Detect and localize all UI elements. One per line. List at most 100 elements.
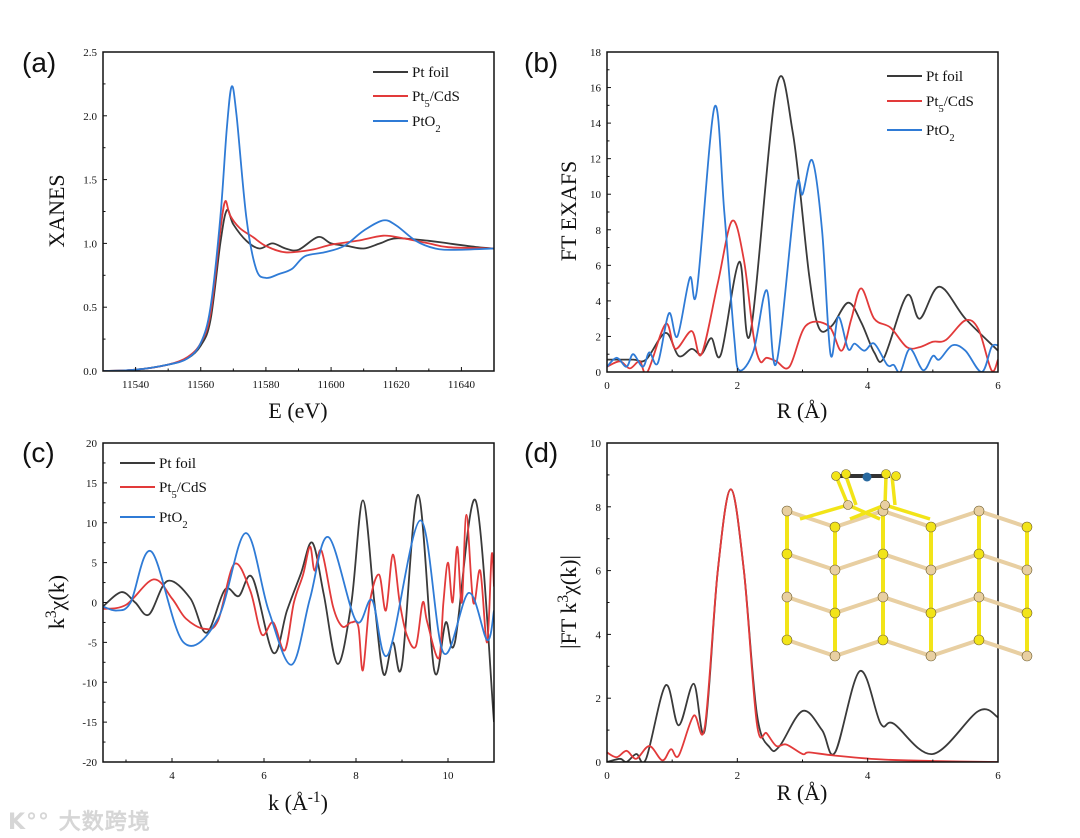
bond <box>890 475 897 506</box>
x-tick-label: 6 <box>261 770 267 782</box>
x-tick-label: 11540 <box>122 379 150 391</box>
bond <box>786 638 836 658</box>
bond <box>786 595 836 615</box>
text-segment: 2 <box>182 520 187 531</box>
y-tick-label: -10 <box>82 677 97 689</box>
atom <box>973 548 985 560</box>
text-segment: 3 <box>555 595 572 603</box>
atom <box>973 634 985 646</box>
y-tick-label: 1.0 <box>83 238 97 250</box>
text-segment: Pt foil <box>926 69 963 85</box>
x-axis-label: E (eV) <box>268 398 327 423</box>
text-segment: Pt <box>926 94 939 110</box>
atom <box>925 521 937 533</box>
y-tick-label: 8 <box>596 225 602 237</box>
text-segment: 3 <box>43 610 60 618</box>
bond <box>884 503 931 521</box>
text-segment: 2 <box>435 124 440 135</box>
atom <box>925 607 937 619</box>
y-tick-label: -15 <box>82 717 97 729</box>
bond <box>786 509 836 529</box>
text-segment: Pt foil <box>159 456 196 472</box>
series-line-pt5-cds <box>103 200 494 371</box>
y-tick-label: 6 <box>596 260 602 272</box>
text-segment: XANES <box>44 174 69 247</box>
y-tick-label: 2 <box>596 331 602 343</box>
atom <box>925 650 937 662</box>
atom <box>1021 564 1033 576</box>
legend-label: Pt5/CdS <box>159 480 207 501</box>
text-segment: χ(k)| <box>556 555 581 596</box>
y-tick-label: 6 <box>596 566 602 578</box>
series-line-pt-foil <box>103 208 494 371</box>
atom <box>781 591 793 603</box>
bond <box>978 509 1028 529</box>
x-tick-label: 0 <box>604 380 610 392</box>
bond <box>882 552 932 572</box>
y-tick-label: -5 <box>88 637 98 649</box>
y-tick-label: 14 <box>590 118 602 130</box>
legend: Pt foil Pt5/CdS PtO2 <box>120 456 207 531</box>
bond <box>834 595 884 615</box>
series-line-pto2 <box>103 519 494 666</box>
bond <box>882 638 932 658</box>
x-tick-label: 11640 <box>448 379 476 391</box>
text-segment: /CdS <box>944 94 974 110</box>
series-line-pt5-cds <box>103 513 494 672</box>
text-segment: k (Å <box>268 790 308 815</box>
text-segment: /CdS <box>177 480 207 496</box>
y-axis-label: |FT k3χ(k)| <box>555 555 582 649</box>
bond <box>834 509 884 529</box>
bond <box>930 638 980 658</box>
text-segment: Pt <box>159 480 172 496</box>
atom <box>1021 521 1033 533</box>
legend: Pt foil Pt5/CdS PtO2 <box>887 69 974 144</box>
bond <box>883 475 888 506</box>
inset-structure-image <box>781 469 1033 662</box>
panel-label: (a) <box>22 47 56 78</box>
bond <box>844 475 858 506</box>
panel-label: (c) <box>22 437 55 468</box>
y-tick-label: 4 <box>596 629 602 641</box>
panel-label: (b) <box>524 47 558 78</box>
atom <box>781 634 793 646</box>
y-tick-label: 10 <box>590 438 602 450</box>
bond <box>930 595 980 615</box>
y-tick-label: 2 <box>596 693 602 705</box>
y-tick-label: 0 <box>596 757 602 769</box>
x-tick-label: 6 <box>995 380 1001 392</box>
text-segment: Pt foil <box>412 65 449 81</box>
bond <box>882 595 932 615</box>
atom <box>877 591 889 603</box>
y-tick-label: 18 <box>590 47 602 59</box>
atom <box>831 471 841 481</box>
y-tick-label: 2.5 <box>83 47 97 59</box>
bond <box>930 509 980 529</box>
series-line-pt-foil <box>607 488 998 762</box>
atom <box>781 505 793 517</box>
atom <box>891 471 901 481</box>
bond <box>978 595 1028 615</box>
panel-d: (d) 0 2 4 6 0 2 4 6 8 10 R (Å) |FT k3χ(k)| <box>524 437 1001 805</box>
atom <box>877 634 889 646</box>
bond <box>882 509 932 529</box>
series-line-pto2 <box>103 85 494 371</box>
atom <box>829 607 841 619</box>
bond <box>786 552 836 572</box>
atom <box>881 469 891 479</box>
panel-a: (a) 11540 11560 11580 11600 11620 11640 0.0 0.5 1… <box>22 47 495 423</box>
legend-label: PtO2 <box>159 510 188 531</box>
x-tick-label: 4 <box>169 770 175 782</box>
y-tick-label: 12 <box>590 154 601 166</box>
atom <box>877 548 889 560</box>
y-axis-label: FT EXAFS <box>556 161 581 261</box>
bond <box>799 503 849 521</box>
y-tick-label: 8 <box>596 502 602 514</box>
atom <box>1021 650 1033 662</box>
text-segment: -1 <box>308 789 321 806</box>
text-segment: k <box>44 618 69 629</box>
y-tick-label: 20 <box>86 438 98 450</box>
y-tick-label: 4 <box>596 296 602 308</box>
text-segment: 5 <box>172 490 177 501</box>
